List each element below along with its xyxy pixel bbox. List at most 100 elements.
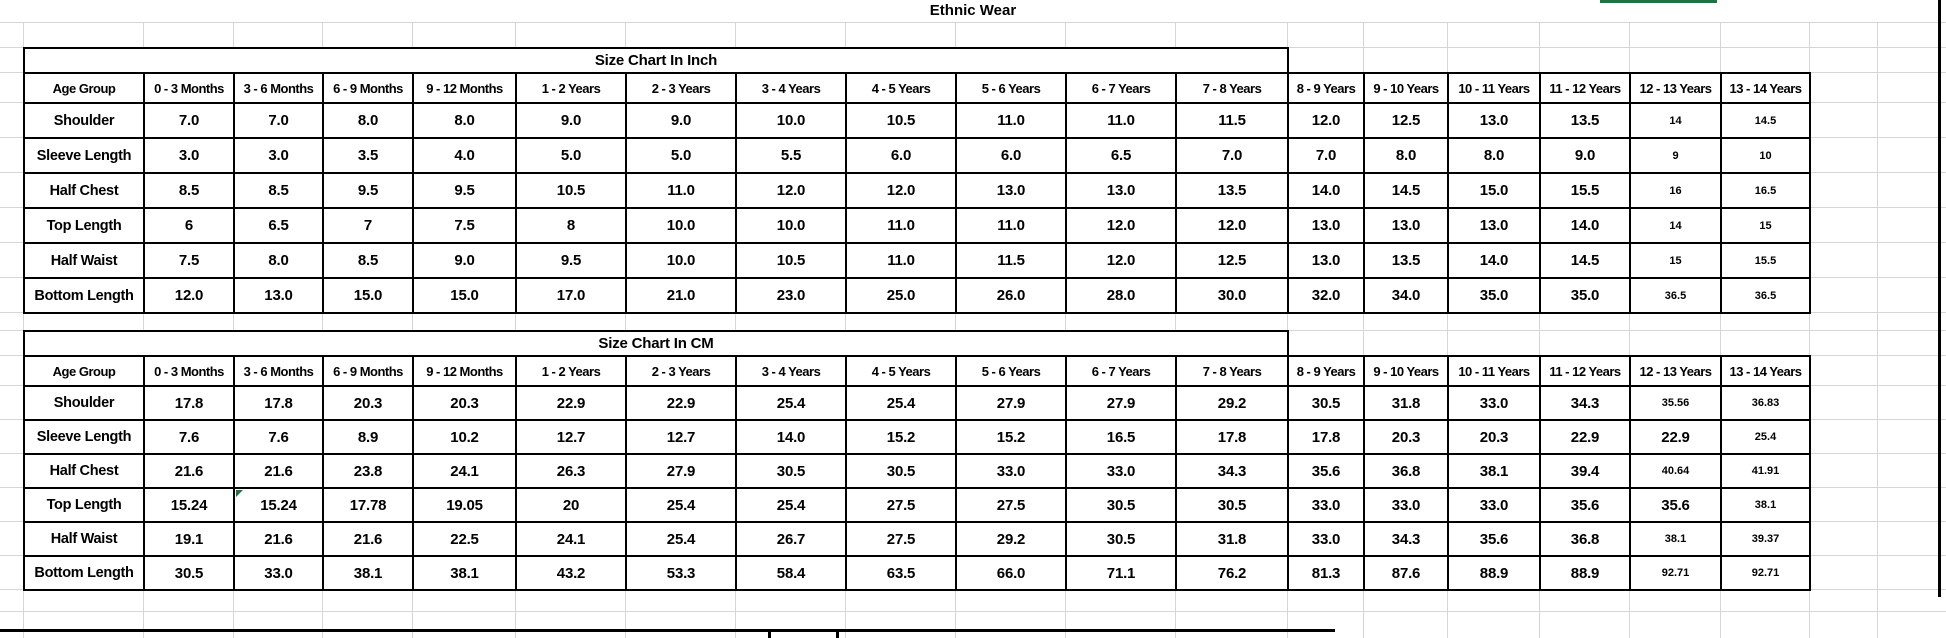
value-cell[interactable]: 22.9 xyxy=(1629,419,1722,455)
value-cell[interactable]: 41.91 xyxy=(1720,453,1811,489)
value-cell[interactable]: 15.2 xyxy=(955,419,1067,455)
value-cell[interactable]: 20.3 xyxy=(322,385,414,421)
value-cell[interactable]: 22.9 xyxy=(1539,419,1631,455)
value-cell[interactable]: 17.8 xyxy=(1175,419,1289,455)
value-cell[interactable]: 15.0 xyxy=(1447,172,1541,209)
value-cell[interactable]: 13.5 xyxy=(1363,242,1449,279)
value-cell[interactable]: 15.24 xyxy=(143,487,235,523)
row-header-label[interactable]: Age Group xyxy=(23,72,145,104)
value-cell[interactable]: 14.0 xyxy=(735,419,847,455)
value-cell[interactable]: 8.0 xyxy=(1363,137,1449,174)
value-cell[interactable]: 35.0 xyxy=(1539,277,1631,314)
row-label[interactable]: Half Waist xyxy=(23,521,145,557)
value-cell[interactable]: 14.0 xyxy=(1287,172,1365,209)
column-header[interactable]: 7 - 8 Years xyxy=(1175,72,1289,104)
value-cell[interactable]: 5.0 xyxy=(515,137,627,174)
column-header[interactable]: 13 - 14 Years xyxy=(1720,355,1811,387)
value-cell[interactable]: 13.0 xyxy=(1065,172,1177,209)
value-cell[interactable]: 9.0 xyxy=(1539,137,1631,174)
value-cell[interactable]: 12.7 xyxy=(625,419,737,455)
column-header[interactable]: 7 - 8 Years xyxy=(1175,355,1289,387)
value-cell[interactable]: 34.0 xyxy=(1363,277,1449,314)
value-cell[interactable]: 21.6 xyxy=(233,453,324,489)
value-cell[interactable]: 36.5 xyxy=(1720,277,1811,314)
value-cell[interactable]: 30.5 xyxy=(845,453,957,489)
value-cell[interactable]: 63.5 xyxy=(845,555,957,591)
column-header[interactable]: 8 - 9 Years xyxy=(1287,355,1365,387)
value-cell[interactable]: 19.1 xyxy=(143,521,235,557)
value-cell[interactable]: 12.5 xyxy=(1363,102,1449,139)
value-cell[interactable]: 8.0 xyxy=(322,102,414,139)
column-header[interactable]: 3 - 4 Years xyxy=(735,72,847,104)
value-cell[interactable]: 33.0 xyxy=(1363,487,1449,523)
value-cell[interactable]: 17.8 xyxy=(143,385,235,421)
value-cell[interactable]: 15.5 xyxy=(1539,172,1631,209)
value-cell[interactable]: 35.6 xyxy=(1629,487,1722,523)
row-label[interactable]: Top Length xyxy=(23,207,145,244)
value-cell[interactable]: 87.6 xyxy=(1363,555,1449,591)
value-cell[interactable]: 25.4 xyxy=(735,385,847,421)
value-cell[interactable]: 11.5 xyxy=(1175,102,1289,139)
value-cell[interactable]: 16.5 xyxy=(1065,419,1177,455)
value-cell[interactable]: 7.0 xyxy=(1287,137,1365,174)
page-title[interactable]: Ethnic Wear xyxy=(929,2,1017,19)
value-cell[interactable]: 35.56 xyxy=(1629,385,1722,421)
value-cell[interactable]: 32.0 xyxy=(1287,277,1365,314)
value-cell[interactable]: 25.4 xyxy=(735,487,847,523)
value-cell[interactable]: 11.0 xyxy=(625,172,737,209)
value-cell[interactable]: 30.5 xyxy=(1065,487,1177,523)
value-cell[interactable]: 26.0 xyxy=(955,277,1067,314)
value-cell[interactable]: 9 xyxy=(1629,137,1722,174)
value-cell[interactable]: 33.0 xyxy=(233,555,324,591)
column-header[interactable]: 12 - 13 Years xyxy=(1629,355,1722,387)
column-header[interactable]: 12 - 13 Years xyxy=(1629,72,1722,104)
value-cell[interactable]: 29.2 xyxy=(955,521,1067,557)
value-cell[interactable]: 7.0 xyxy=(143,102,235,139)
value-cell[interactable]: 38.1 xyxy=(1447,453,1541,489)
value-cell[interactable]: 10.5 xyxy=(735,242,847,279)
column-header[interactable]: 11 - 12 Years xyxy=(1539,72,1631,104)
value-cell[interactable]: 71.1 xyxy=(1065,555,1177,591)
value-cell[interactable]: 39.37 xyxy=(1720,521,1811,557)
value-cell[interactable]: 13.0 xyxy=(233,277,324,314)
value-cell[interactable]: 9.5 xyxy=(322,172,414,209)
row-label[interactable]: Half Waist xyxy=(23,242,145,279)
value-cell[interactable]: 30.5 xyxy=(1065,521,1177,557)
value-cell[interactable]: 20 xyxy=(515,487,627,523)
value-cell[interactable]: 24.1 xyxy=(412,453,517,489)
column-header[interactable]: 6 - 9 Months xyxy=(322,72,414,104)
value-cell[interactable]: 27.5 xyxy=(955,487,1067,523)
value-cell[interactable]: 12.0 xyxy=(1065,242,1177,279)
value-cell[interactable]: 40.64 xyxy=(1629,453,1722,489)
value-cell[interactable]: 34.3 xyxy=(1363,521,1449,557)
column-header[interactable]: 9 - 10 Years xyxy=(1363,72,1449,104)
value-cell[interactable]: 28.0 xyxy=(1065,277,1177,314)
value-cell[interactable]: 30.5 xyxy=(1175,487,1289,523)
column-header[interactable]: 5 - 6 Years xyxy=(955,355,1067,387)
value-cell[interactable]: 11.0 xyxy=(845,207,957,244)
value-cell[interactable]: 27.5 xyxy=(845,521,957,557)
value-cell[interactable]: 15 xyxy=(1720,207,1811,244)
column-header[interactable]: 9 - 12 Months xyxy=(412,355,517,387)
value-cell[interactable]: 31.8 xyxy=(1175,521,1289,557)
row-label[interactable]: Shoulder xyxy=(23,102,145,139)
value-cell[interactable]: 31.8 xyxy=(1363,385,1449,421)
value-cell[interactable]: 30.0 xyxy=(1175,277,1289,314)
row-label[interactable]: Sleeve Length xyxy=(23,419,145,455)
value-cell[interactable]: 33.0 xyxy=(1447,385,1541,421)
value-cell[interactable]: 12.0 xyxy=(1175,207,1289,244)
value-cell[interactable]: 36.83 xyxy=(1720,385,1811,421)
value-cell[interactable]: 36.8 xyxy=(1539,521,1631,557)
column-header[interactable]: 3 - 4 Years xyxy=(735,355,847,387)
value-cell[interactable]: 6.0 xyxy=(845,137,957,174)
value-cell[interactable]: 8.0 xyxy=(233,242,324,279)
value-cell[interactable]: 25.0 xyxy=(845,277,957,314)
value-cell[interactable]: 34.3 xyxy=(1539,385,1631,421)
column-header[interactable]: 13 - 14 Years xyxy=(1720,72,1811,104)
value-cell[interactable]: 13.5 xyxy=(1175,172,1289,209)
value-cell[interactable]: 8 xyxy=(515,207,627,244)
value-cell[interactable]: 39.4 xyxy=(1539,453,1631,489)
value-cell[interactable]: 11.5 xyxy=(955,242,1067,279)
value-cell[interactable]: 8.5 xyxy=(233,172,324,209)
value-cell[interactable]: 15.0 xyxy=(322,277,414,314)
